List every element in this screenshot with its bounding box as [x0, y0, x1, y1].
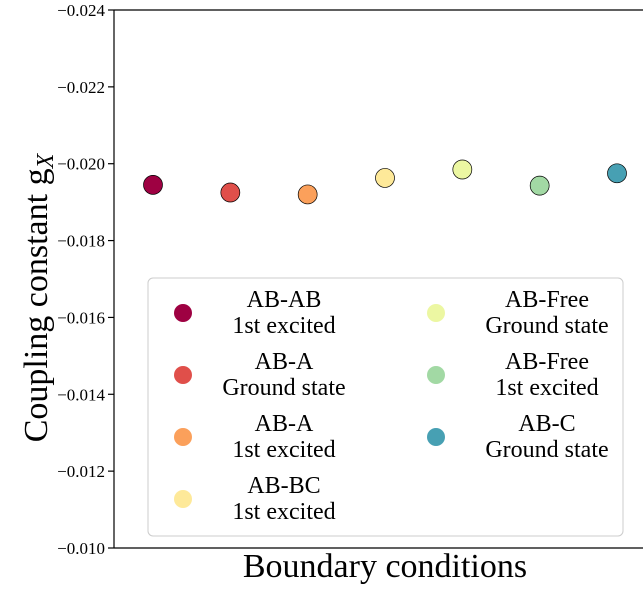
y-tick-label: −0.024 [57, 1, 105, 20]
y-axis-ticks: −0.024 −0.022 −0.020 −0.018 −0.016 −0.014 −0.0… [57, 1, 114, 558]
legend-marker [174, 490, 192, 508]
data-point-6 [529, 175, 550, 196]
legend-marker [174, 366, 192, 384]
data-point-7 [607, 163, 627, 184]
y-tick-label: −0.010 [57, 539, 105, 558]
legend-item-4: AB-BC 1st excited [174, 473, 336, 525]
x-axis-title: Boundary conditions [243, 548, 527, 585]
y-tick-label: −0.016 [57, 308, 105, 327]
y-axis-title-subscript: X [33, 152, 59, 169]
y-tick-label: −0.014 [57, 385, 105, 404]
legend-label: AB-A 1st excited [232, 411, 335, 463]
data-points [143, 159, 627, 205]
legend-item-2: AB-A Ground state [174, 349, 346, 401]
legend-marker [174, 428, 192, 446]
y-axis-title: Coupling constant gX [18, 152, 59, 442]
legend-label: AB-BC 1st excited [232, 473, 335, 525]
legend-label: AB-Free 1st excited [495, 349, 598, 401]
legend-label: AB-AB 1st excited [232, 287, 335, 339]
y-tick-label: −0.018 [57, 232, 105, 251]
y-tick-label: −0.020 [57, 155, 105, 174]
legend-marker [427, 428, 445, 446]
legend-item-7: AB-C Ground state [427, 411, 609, 463]
legend-box [147, 277, 624, 537]
legend-item-5: AB-Free Ground state [427, 287, 609, 339]
legend-marker [427, 304, 445, 322]
legend: AB-AB 1st excited AB-A Ground state AB-A 1st … [147, 277, 624, 537]
y-tick-label: −0.022 [57, 78, 105, 97]
data-point-4 [375, 168, 395, 188]
legend-marker [427, 366, 445, 384]
legend-label: AB-Free Ground state [485, 287, 608, 339]
legend-label: AB-C Ground state [485, 411, 608, 463]
axes [113, 9, 643, 549]
legend-item-1: AB-AB 1st excited [174, 287, 336, 339]
y-axis-title-main: Coupling constant g [18, 168, 55, 442]
y-tick-label: −0.012 [57, 462, 105, 481]
data-point-1 [143, 175, 163, 195]
legend-label: AB-A Ground state [222, 349, 345, 401]
legend-marker [174, 304, 192, 322]
data-point-2 [220, 182, 241, 203]
data-point-5 [452, 159, 473, 180]
legend-item-3: AB-A 1st excited [174, 411, 336, 463]
data-point-3 [297, 184, 318, 205]
legend-item-6: AB-Free 1st excited [427, 349, 599, 401]
